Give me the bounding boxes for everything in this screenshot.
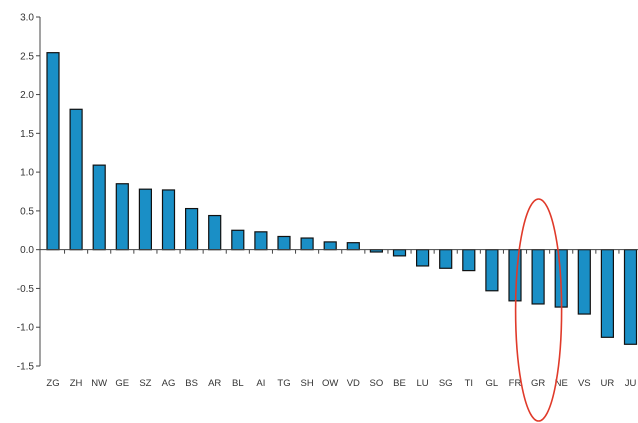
- bar-sz: [138, 188, 152, 251]
- x-label-zh: ZH: [70, 378, 83, 389]
- y-tick-label: -1.5: [17, 362, 35, 373]
- x-label-gr: GR: [531, 378, 545, 389]
- highlight-ellipse: [514, 198, 563, 422]
- bar-sg: [439, 249, 453, 269]
- bar-ge: [115, 183, 129, 251]
- bar-lu: [416, 249, 430, 267]
- x-label-ar: AR: [208, 378, 221, 389]
- x-label-fr: FR: [509, 378, 522, 389]
- bar-tg: [277, 235, 291, 251]
- bar-bl: [231, 229, 245, 251]
- x-label-ow: OW: [322, 378, 338, 389]
- bar-ow: [323, 241, 337, 251]
- x-label-bl: BL: [232, 378, 244, 389]
- bar-ar: [208, 214, 222, 251]
- bar-zh: [69, 108, 83, 251]
- bars: [46, 52, 638, 345]
- x-label-tg: TG: [277, 378, 290, 389]
- y-tick-label: 0.0: [20, 245, 34, 256]
- x-label-vd: VD: [347, 378, 360, 389]
- bar-vs: [577, 249, 591, 315]
- y-axis: 3.0 2.5 2.0 1.5 1.0 0.5 0.0 -0.5 -1.0 -1.5: [17, 13, 41, 373]
- bar-ur: [600, 249, 615, 338]
- bar-ai: [254, 231, 268, 251]
- bar-ti: [462, 249, 476, 272]
- y-tick-label: 1.5: [20, 129, 34, 140]
- bar-fr: [508, 249, 522, 302]
- x-label-sz: SZ: [139, 378, 151, 389]
- x-label-ti: TI: [465, 378, 473, 389]
- bar-gl: [485, 249, 499, 292]
- y-tick-label: 0.5: [20, 206, 34, 217]
- zero-axis: [40, 249, 638, 254]
- x-label-zg: ZG: [46, 378, 59, 389]
- x-label-ur: UR: [601, 378, 615, 389]
- highlight-annotation: [514, 198, 563, 422]
- y-tick-label: -1.0: [17, 323, 35, 334]
- bar-nw: [92, 164, 106, 251]
- bar-ag: [161, 189, 176, 251]
- x-label-so: SO: [370, 378, 384, 389]
- y-tick-label: -0.5: [17, 284, 35, 295]
- x-label-ge: GE: [115, 378, 129, 389]
- x-label-bs: BS: [185, 378, 198, 389]
- y-tick-label: 2.0: [20, 90, 34, 101]
- bar-zg: [46, 52, 60, 251]
- bar-vd: [346, 242, 360, 251]
- y-tick-label: 1.0: [20, 168, 34, 179]
- x-axis-labels: ZG ZH NW GE SZ AG BS AR BL AI TG SH OW VD SO BE LU SG TI GL…: [46, 378, 636, 389]
- x-label-lu: LU: [417, 378, 429, 389]
- bar-be: [392, 249, 407, 257]
- bar-sh: [300, 237, 314, 251]
- bar-gr: [531, 249, 545, 305]
- x-label-sg: SG: [439, 378, 453, 389]
- bar-ju: [623, 249, 638, 345]
- x-label-vs: VS: [578, 378, 591, 389]
- x-label-be: BE: [393, 378, 406, 389]
- y-tick-label: 3.0: [20, 13, 34, 24]
- x-label-gl: GL: [486, 378, 499, 389]
- x-label-ai: AI: [256, 378, 265, 389]
- x-label-ne: NE: [555, 378, 568, 389]
- bar-bs: [185, 207, 199, 251]
- x-label-ju: JU: [625, 378, 637, 389]
- x-label-sh: SH: [300, 378, 313, 389]
- x-label-nw: NW: [91, 378, 107, 389]
- y-tick-label: 2.5: [20, 51, 34, 62]
- x-label-ag: AG: [162, 378, 176, 389]
